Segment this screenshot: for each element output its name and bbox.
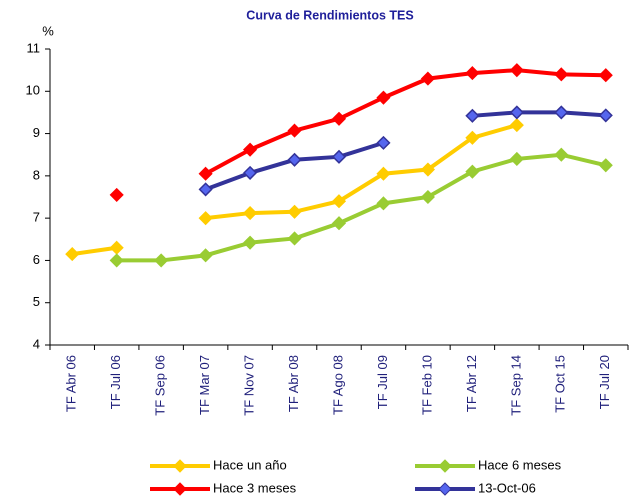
marker: [198, 182, 213, 197]
x-tick-label: TF Jul 20: [597, 355, 612, 409]
marker: [287, 152, 302, 167]
marker: [465, 164, 480, 179]
marker: [331, 216, 347, 231]
marker: [287, 204, 302, 219]
x-tick-label: TF Jul 09: [375, 355, 390, 409]
y-axis-label: %: [42, 23, 54, 38]
marker: [465, 130, 480, 145]
marker: [65, 247, 80, 262]
marker: [154, 253, 169, 268]
x-tick-label: TF Abr 06: [64, 355, 79, 412]
marker: [109, 187, 124, 202]
marker: [198, 211, 213, 226]
y-tick-label: 8: [33, 167, 40, 182]
legend-label: Hace 6 meses: [478, 457, 562, 472]
x-tick-label: TF Jul 06: [108, 355, 123, 409]
x-tick-label: TF Abr 12: [464, 355, 479, 412]
marker: [331, 111, 347, 126]
marker: [554, 147, 569, 162]
x-tick-label: TF Feb 10: [419, 355, 434, 415]
legend-label: Hace 3 meses: [213, 480, 297, 495]
x-tick-label: TF Mar 07: [197, 355, 212, 415]
x-tick-label: TF Sep 14: [508, 355, 523, 416]
marker: [331, 194, 347, 209]
legend-marker: [173, 459, 187, 473]
x-tick-label: TF Ago 08: [330, 355, 345, 415]
legend-marker: [438, 482, 452, 496]
x-tick-label: TF Oct 15: [553, 355, 568, 413]
marker: [198, 166, 213, 181]
marker: [420, 162, 435, 177]
series-line: [71, 245, 117, 257]
marker: [243, 142, 258, 157]
marker: [598, 158, 613, 173]
marker: [287, 123, 302, 138]
y-tick-label: 11: [27, 40, 41, 55]
marker: [331, 149, 347, 164]
y-tick-label: 5: [33, 294, 40, 309]
y-tick-label: 7: [33, 210, 40, 225]
marker: [465, 108, 480, 123]
x-tick-label: TF Nov 07: [242, 355, 257, 416]
marker: [509, 105, 524, 120]
x-tick-label: TF Abr 08: [286, 355, 301, 412]
marker: [420, 189, 435, 205]
marker: [109, 253, 124, 268]
series-line: [116, 152, 607, 263]
y-tick-label: 10: [26, 83, 40, 98]
x-tick-label: TF Sep 06: [153, 355, 168, 416]
marker: [243, 235, 258, 250]
y-tick-label: 9: [33, 125, 40, 140]
series-line: [472, 110, 606, 118]
legend-label: Hace un año: [213, 457, 287, 472]
series-line: [205, 123, 518, 221]
marker: [376, 135, 391, 150]
marker: [376, 196, 391, 211]
marker: [554, 67, 569, 82]
marker: [376, 90, 391, 105]
marker: [509, 63, 524, 78]
marker: [598, 108, 613, 123]
marker: [287, 231, 302, 246]
marker: [554, 105, 569, 120]
marker: [109, 240, 124, 255]
legend-marker: [438, 459, 452, 473]
marker: [243, 206, 258, 221]
marker: [198, 248, 213, 263]
chart-title: Curva de Rendimientos TES: [246, 8, 413, 22]
marker: [420, 71, 435, 86]
y-tick-label: 4: [33, 336, 40, 351]
marker: [243, 165, 258, 180]
legend-label: 13-Oct-06: [478, 480, 536, 495]
marker: [465, 66, 480, 81]
series-line: [204, 68, 606, 176]
marker: [509, 151, 524, 167]
marker: [598, 68, 613, 83]
legend-marker: [173, 482, 187, 496]
marker: [376, 166, 391, 181]
y-tick-label: 6: [33, 252, 40, 267]
marker: [509, 118, 524, 133]
